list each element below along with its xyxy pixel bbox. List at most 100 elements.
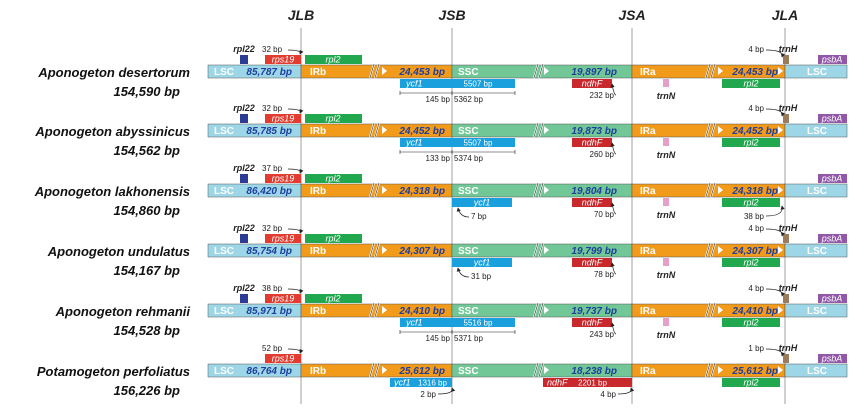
bp-label-rps19: 52 bp bbox=[262, 344, 283, 353]
gene-size-ycf1: 5507 bp bbox=[464, 80, 493, 89]
bp-label-ycf1: 7 bp bbox=[471, 212, 487, 221]
gene-ndhF bbox=[572, 79, 612, 88]
break-mark bbox=[710, 122, 716, 138]
bp-label-ndhF: 243 bp bbox=[590, 330, 615, 339]
region-length-lsc: 85,787 bp bbox=[246, 67, 292, 78]
break-mark bbox=[538, 182, 544, 198]
region-label-irb: IRb bbox=[310, 186, 326, 197]
region-label-lsc: LSC bbox=[214, 306, 234, 317]
region-label-ira: IRa bbox=[640, 126, 656, 137]
break-mark bbox=[369, 122, 375, 138]
direction-arrow bbox=[544, 186, 549, 194]
gene-label-rps19: rps19 bbox=[272, 234, 295, 244]
region-label-ssc: SSC bbox=[458, 186, 479, 197]
lsc-right-region bbox=[784, 243, 848, 258]
gene-rpl22 bbox=[240, 114, 248, 123]
bp-pointer-arrow bbox=[287, 288, 304, 294]
break-mark bbox=[705, 122, 711, 138]
gene-ycf1 bbox=[400, 79, 515, 88]
region-label-ira: IRa bbox=[640, 306, 656, 317]
gene-label-rpl2-ira: rpl2 bbox=[743, 378, 758, 388]
bp-pointer-arrow bbox=[765, 108, 785, 117]
bp-pointer-arrow bbox=[765, 288, 785, 297]
gene-psbA bbox=[818, 174, 847, 183]
gene-ycf1 bbox=[400, 318, 515, 327]
region-length-ssc: 19,873 bp bbox=[571, 126, 617, 137]
direction-arrow bbox=[382, 126, 387, 134]
species-name: Potamogeton perfoliatus bbox=[37, 364, 190, 379]
bp-label-ndhF: 232 bp bbox=[590, 91, 615, 100]
region-length-irb: 24,410 bp bbox=[398, 306, 445, 317]
direction-arrow bbox=[718, 366, 723, 374]
direction-arrow bbox=[778, 126, 783, 134]
gene-label-rpl22: rpl22 bbox=[233, 103, 255, 113]
lsc-right-region bbox=[784, 123, 848, 138]
gene-rpl2-irb bbox=[305, 234, 362, 243]
break-mark bbox=[374, 302, 380, 318]
gene-size-ycf1: 5507 bp bbox=[464, 139, 493, 148]
gene-psbA bbox=[818, 354, 847, 363]
region-length-ira: 24,453 bp bbox=[731, 67, 778, 78]
region-label-lsc: LSC bbox=[214, 186, 234, 197]
direction-arrow bbox=[382, 246, 387, 254]
gene-trnN bbox=[663, 79, 669, 87]
bp-pointer-arrow bbox=[287, 348, 304, 354]
region-label-lsc: LSC bbox=[214, 67, 234, 78]
region-length-irb: 24,307 bp bbox=[398, 246, 445, 257]
gene-label-ndhF: ndhF bbox=[547, 378, 568, 388]
bp-label-trnH: 4 bp bbox=[748, 104, 764, 113]
gene-label-ndhF: ndhF bbox=[582, 258, 603, 268]
direction-arrow bbox=[544, 126, 549, 134]
junction-label-jlb: JLB bbox=[288, 7, 314, 23]
gene-label-rpl2-ira: rpl2 bbox=[743, 258, 758, 268]
direction-arrow bbox=[544, 246, 549, 254]
bp-pointer-arrow bbox=[765, 205, 785, 217]
gene-trnN bbox=[663, 138, 669, 146]
gene-label-psbA: psbA bbox=[821, 174, 843, 184]
direction-arrow bbox=[382, 306, 387, 314]
region-label-ssc: SSC bbox=[458, 366, 479, 377]
gene-rpl2-ira bbox=[722, 79, 780, 88]
bp-pointer-arrow bbox=[610, 262, 617, 275]
bp-label-ycf1-right: 5371 bp bbox=[454, 334, 483, 343]
gene-trnH bbox=[783, 55, 789, 64]
bp-label-rps19: 38 bp bbox=[262, 284, 283, 293]
gene-psbA bbox=[818, 234, 847, 243]
gene-label-rpl2-ira: rpl2 bbox=[743, 318, 758, 328]
genome-size: 154,860 bp bbox=[114, 203, 181, 218]
gene-label-trnN: trnN bbox=[657, 330, 676, 340]
bp-pointer-arrow bbox=[610, 83, 617, 96]
region-length-ssc: 19,799 bp bbox=[571, 246, 617, 257]
gene-label-psbA: psbA bbox=[821, 114, 843, 124]
region-length-ira: 25,612 bp bbox=[731, 366, 778, 377]
region-label-ira: IRa bbox=[640, 186, 656, 197]
direction-arrow bbox=[382, 67, 387, 75]
direction-arrow bbox=[778, 246, 783, 254]
bp-label-ycf1: 31 bp bbox=[471, 272, 492, 281]
gene-size-ndhF: 2201 bp bbox=[578, 379, 607, 388]
bp-pointer-arrow bbox=[765, 49, 785, 58]
gene-ndhF bbox=[543, 378, 632, 387]
gene-rps19 bbox=[265, 55, 301, 64]
gene-ndhF bbox=[572, 198, 612, 207]
gene-rpl2-ira bbox=[722, 318, 780, 327]
bp-label-ndhF: 70 bp bbox=[594, 210, 615, 219]
gene-size-ycf1: 1316 bp bbox=[418, 379, 447, 388]
break-mark bbox=[374, 182, 380, 198]
gene-label-trnH: trnH bbox=[779, 223, 798, 233]
bp-label-trnH: 1 bp bbox=[748, 344, 764, 353]
gene-trnH bbox=[783, 114, 789, 123]
region-label-ira: IRa bbox=[640, 67, 656, 78]
gene-label-rpl2-ira: rpl2 bbox=[743, 138, 758, 148]
region-label-irb: IRb bbox=[310, 67, 326, 78]
direction-arrow bbox=[544, 366, 549, 374]
break-mark bbox=[533, 302, 539, 318]
bp-pointer-arrow bbox=[765, 228, 785, 237]
gene-label-rpl2-irb: rpl2 bbox=[325, 55, 340, 65]
region-length-lsc: 85,754 bp bbox=[246, 246, 292, 257]
region-label-irb: IRb bbox=[310, 246, 326, 257]
region-length-ssc: 19,737 bp bbox=[571, 306, 617, 317]
gene-label-rpl22: rpl22 bbox=[233, 223, 255, 233]
direction-arrow bbox=[778, 366, 783, 374]
region-length-ira: 24,307 bp bbox=[731, 246, 778, 257]
